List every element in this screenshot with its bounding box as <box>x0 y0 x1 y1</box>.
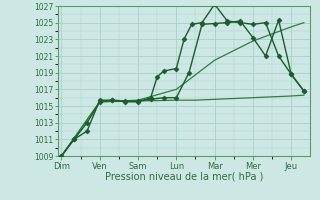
X-axis label: Pression niveau de la mer( hPa ): Pression niveau de la mer( hPa ) <box>105 172 263 182</box>
